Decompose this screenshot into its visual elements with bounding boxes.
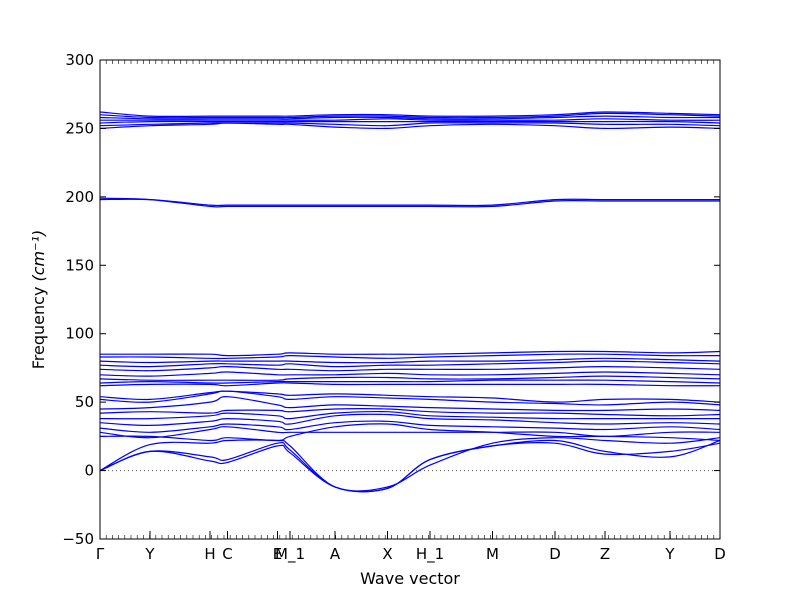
- phonon-branch-27: [100, 118, 720, 121]
- phonon-branch-24: [100, 122, 720, 130]
- x-tick-label: X: [382, 545, 392, 563]
- x-tick-label: E: [273, 545, 282, 563]
- phonon-branch-25: [100, 122, 720, 127]
- x-tick-label: Y: [144, 545, 155, 563]
- x-tick-label: M_1: [275, 545, 305, 564]
- phonon-branch-23: [100, 197, 720, 208]
- labels-group: −50 0 50 100 150 200 250 300 Γ Y H C EM_1 A X H_1 M D Z Y D W…: [29, 51, 726, 588]
- phonon-branch-6: [100, 420, 720, 433]
- y-tick-label: −50: [62, 530, 94, 548]
- y-tick-label: 0: [84, 462, 94, 480]
- x-tick-label: Z: [600, 545, 610, 563]
- x-tick-label: A: [330, 545, 341, 563]
- y-tick-label: 200: [65, 188, 94, 206]
- x-tick-label: D: [549, 545, 561, 563]
- phonon-branch-9: [100, 408, 720, 417]
- x-tick-label: H_1: [416, 545, 444, 564]
- x-tick-label: D: [714, 545, 726, 563]
- phonon-branch-7: [100, 413, 720, 427]
- phonon-branch-12: [100, 390, 720, 403]
- y-axis-unit: (cm⁻¹): [29, 230, 48, 282]
- x-tick-label: Y: [664, 545, 675, 563]
- phonon-branch-29: [100, 112, 720, 119]
- y-tick-label: 300: [65, 51, 94, 69]
- axes-group: [99, 59, 721, 540]
- phonon-branch-17: [100, 365, 720, 372]
- x-axis-title: Wave vector: [360, 569, 460, 588]
- plot-series-group: [100, 111, 720, 493]
- phonon-branch-10: [100, 396, 720, 412]
- phonon-branch-14: [100, 379, 720, 384]
- y-tick-label: 50: [75, 393, 94, 411]
- phonon-branch-3: [100, 437, 720, 492]
- phonon-branch-16: [100, 371, 720, 377]
- phonon-branch-1: [100, 442, 720, 493]
- phonon-branch-18: [100, 360, 720, 368]
- phonon-branch-26: [100, 120, 720, 124]
- phonon-branch-30: [100, 111, 720, 118]
- y-tick-label: 100: [65, 325, 94, 343]
- phonon-branch-28: [100, 115, 720, 120]
- x-tick-label: M: [486, 545, 499, 563]
- phonon-branch-2: [100, 439, 720, 493]
- phonon-branch-19: [100, 357, 720, 364]
- y-tick-label: 150: [65, 256, 94, 274]
- phonon-branch-5: [100, 426, 720, 439]
- y-axis-title: Frequency (cm⁻¹): [29, 230, 48, 369]
- y-axis-title-text: Frequency: [29, 281, 48, 369]
- plot-frame: [99, 59, 721, 540]
- x-tick-label: H: [204, 545, 215, 563]
- phonon-branch-8: [100, 410, 720, 420]
- phonon-branch-15: [100, 375, 720, 381]
- y-tick-label: 250: [65, 119, 94, 137]
- x-tick-label: C: [222, 545, 232, 563]
- phonon-branch-13: [100, 382, 720, 387]
- phonon-branch-11: [100, 390, 720, 406]
- phonon-branch-20: [100, 353, 720, 360]
- phonon-branch-21: [100, 350, 720, 357]
- phonon-branch-22: [100, 198, 720, 207]
- x-tick-label: Γ: [96, 545, 105, 563]
